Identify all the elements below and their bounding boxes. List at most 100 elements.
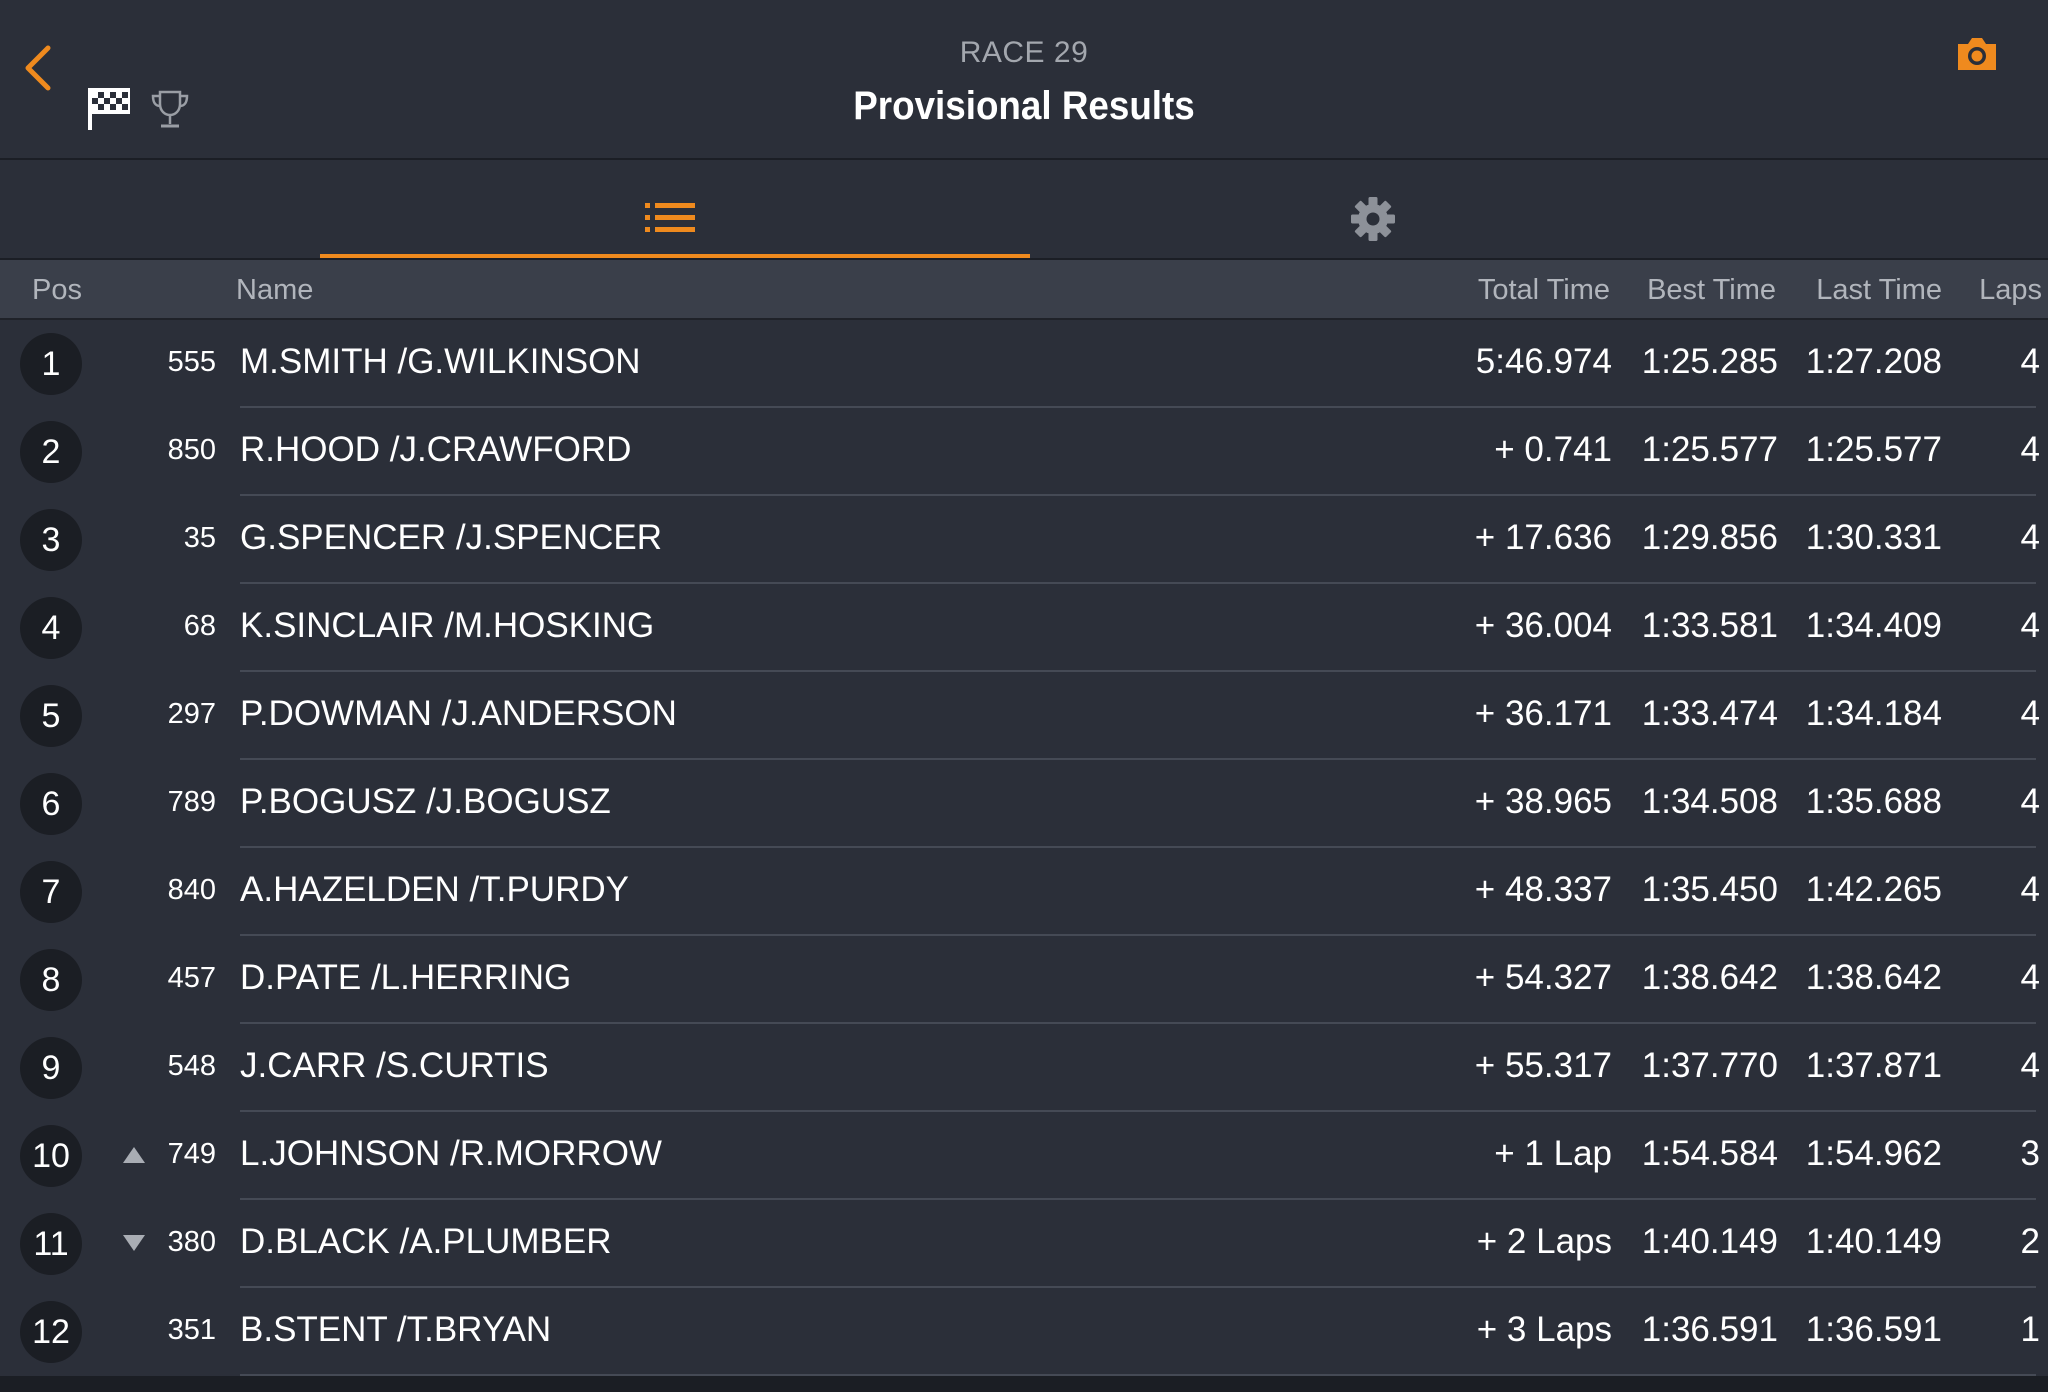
- chevron-left-icon[interactable]: [14, 42, 64, 94]
- trophy-icon[interactable]: [148, 88, 192, 132]
- last-time: 1:37.871: [1805, 1046, 1942, 1085]
- row-divider: [240, 1022, 2036, 1024]
- driver-name: A.HAZELDEN /T.PURDY: [240, 870, 629, 909]
- tab-settings[interactable]: [1030, 160, 1720, 256]
- table-row[interactable]: 11 380 D.BLACK /A.PLUMBER + 2 Laps 1:40.149 1…: [0, 1200, 2048, 1288]
- bottom-edge: [0, 1376, 2048, 1392]
- last-time: 1:35.688: [1805, 782, 1942, 821]
- car-number: 380: [167, 1226, 216, 1258]
- laps-count: 1: [2020, 1310, 2040, 1349]
- total-time: + 36.004: [1474, 606, 1612, 645]
- total-time: + 38.965: [1474, 782, 1612, 821]
- total-time: + 0.741: [1494, 430, 1612, 469]
- total-time: + 54.327: [1474, 958, 1612, 997]
- best-time: 1:25.577: [1641, 430, 1778, 469]
- driver-name: R.HOOD /J.CRAWFORD: [240, 430, 632, 469]
- table-row[interactable]: 6 789 P.BOGUSZ /J.BOGUSZ + 38.965 1:34.508 1:…: [0, 760, 2048, 848]
- last-time: 1:34.409: [1805, 606, 1942, 645]
- laps-count: 4: [2020, 782, 2040, 821]
- table-row[interactable]: 12 351 B.STENT /T.BRYAN + 3 Laps 1:36.591 1:3…: [0, 1288, 2048, 1376]
- total-time: + 3 Laps: [1476, 1310, 1612, 1349]
- position-badge: 1: [20, 333, 82, 395]
- driver-name: L.JOHNSON /R.MORROW: [240, 1134, 662, 1173]
- position-badge: 8: [20, 949, 82, 1011]
- table-row[interactable]: 9 548 J.CARR /S.CURTIS + 55.317 1:37.770 1:37…: [0, 1024, 2048, 1112]
- total-time: + 36.171: [1474, 694, 1612, 733]
- best-time: 1:54.584: [1641, 1134, 1778, 1173]
- table-row[interactable]: 1 555 M.SMITH /G.WILKINSON 5:46.974 1:25.285…: [0, 320, 2048, 408]
- last-time: 1:30.331: [1805, 518, 1942, 557]
- column-pos[interactable]: Pos: [32, 274, 82, 306]
- total-time: + 55.317: [1474, 1046, 1612, 1085]
- car-number: 555: [167, 346, 216, 378]
- laps-count: 4: [2020, 694, 2040, 733]
- driver-name: B.STENT /T.BRYAN: [240, 1310, 552, 1349]
- car-number: 351: [167, 1314, 216, 1346]
- position-badge: 10: [20, 1125, 82, 1187]
- driver-name: P.DOWMAN /J.ANDERSON: [240, 694, 677, 733]
- laps-count: 2: [2020, 1222, 2040, 1261]
- best-time: 1:33.581: [1641, 606, 1778, 645]
- table-row[interactable]: 4 68 K.SINCLAIR /M.HOSKING + 36.004 1:33.581…: [0, 584, 2048, 672]
- total-time: + 2 Laps: [1476, 1222, 1612, 1261]
- total-time: + 1 Lap: [1494, 1134, 1612, 1173]
- position-badge: 12: [20, 1301, 82, 1363]
- top-bar: RACE 29 Provisional Results: [0, 0, 2048, 160]
- row-divider: [240, 1198, 2036, 1200]
- laps-count: 4: [2020, 606, 2040, 645]
- view-tabs: [0, 160, 2048, 260]
- last-time: 1:25.577: [1805, 430, 1942, 469]
- column-total-time[interactable]: Total Time: [1477, 274, 1610, 306]
- best-time: 1:29.856: [1641, 518, 1778, 557]
- table-row[interactable]: 3 35 G.SPENCER /J.SPENCER + 17.636 1:29.856 1…: [0, 496, 2048, 584]
- laps-count: 4: [2020, 870, 2040, 909]
- position-badge: 2: [20, 421, 82, 483]
- last-time: 1:36.591: [1805, 1310, 1942, 1349]
- car-number: 297: [167, 698, 216, 730]
- laps-count: 4: [2020, 518, 2040, 557]
- position-badge: 9: [20, 1037, 82, 1099]
- laps-count: 4: [2020, 430, 2040, 469]
- table-row[interactable]: 5 297 P.DOWMAN /J.ANDERSON + 36.171 1:33.474…: [0, 672, 2048, 760]
- total-time: + 48.337: [1474, 870, 1612, 909]
- gear-icon: [1351, 197, 1395, 241]
- results-column-header: Pos Name Total Time Best Time Last Time …: [0, 260, 2048, 320]
- column-laps[interactable]: Laps: [1979, 274, 2042, 306]
- row-divider: [240, 582, 2036, 584]
- camera-icon[interactable]: [1954, 34, 2000, 74]
- driver-name: D.PATE /L.HERRING: [240, 958, 572, 997]
- car-number: 840: [167, 874, 216, 906]
- position-up-icon: [123, 1147, 145, 1163]
- best-time: 1:34.508: [1641, 782, 1778, 821]
- column-best-time[interactable]: Best Time: [1647, 274, 1776, 306]
- best-time: 1:33.474: [1641, 694, 1778, 733]
- results-table: 1 555 M.SMITH /G.WILKINSON 5:46.974 1:25.285…: [0, 320, 2048, 1376]
- driver-name: J.CARR /S.CURTIS: [240, 1046, 549, 1085]
- last-time: 1:54.962: [1805, 1134, 1942, 1173]
- driver-name: K.SINCLAIR /M.HOSKING: [240, 606, 655, 645]
- row-divider: [240, 1374, 2036, 1376]
- last-time: 1:34.184: [1805, 694, 1942, 733]
- laps-count: 4: [2020, 342, 2040, 381]
- race-subtitle: RACE 29: [959, 36, 1089, 69]
- table-row[interactable]: 7 840 A.HAZELDEN /T.PURDY + 48.337 1:35.450 1…: [0, 848, 2048, 936]
- table-row[interactable]: 8 457 D.PATE /L.HERRING + 54.327 1:38.642 1:3…: [0, 936, 2048, 1024]
- car-number: 789: [167, 786, 216, 818]
- driver-name: P.BOGUSZ /J.BOGUSZ: [240, 782, 611, 821]
- column-name[interactable]: Name: [236, 274, 314, 306]
- laps-count: 4: [2020, 958, 2040, 997]
- car-number: 68: [183, 610, 216, 642]
- checkered-flag-icon: [88, 88, 130, 130]
- table-row[interactable]: 10 749 L.JOHNSON /R.MORROW + 1 Lap 1:54.584 1…: [0, 1112, 2048, 1200]
- row-divider: [240, 1286, 2036, 1288]
- column-last-time[interactable]: Last Time: [1816, 274, 1942, 306]
- best-time: 1:35.450: [1641, 870, 1778, 909]
- car-number: 35: [183, 522, 216, 554]
- position-badge: 3: [20, 509, 82, 571]
- row-divider: [240, 758, 2036, 760]
- best-time: 1:40.149: [1641, 1222, 1778, 1261]
- tab-results-list[interactable]: [320, 160, 1030, 258]
- last-time: 1:42.265: [1805, 870, 1942, 909]
- table-row[interactable]: 2 850 R.HOOD /J.CRAWFORD + 0.741 1:25.577 1:2…: [0, 408, 2048, 496]
- driver-name: G.SPENCER /J.SPENCER: [240, 518, 663, 557]
